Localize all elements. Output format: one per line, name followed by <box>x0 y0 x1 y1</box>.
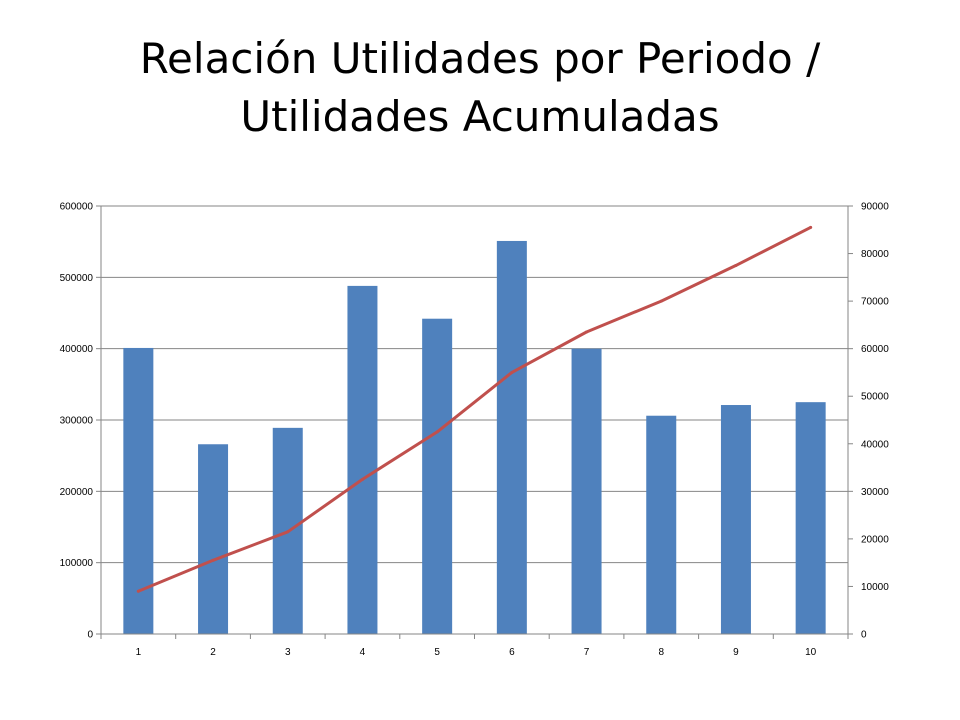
y-right-tick-label: 10000 <box>861 582 889 593</box>
y-right-tick-label: 0 <box>861 630 867 641</box>
line-point <box>734 263 738 267</box>
axes <box>96 205 853 639</box>
bar <box>198 444 229 634</box>
line-point <box>360 477 364 481</box>
line-point <box>585 330 589 334</box>
tick-labels: 0 100000 200000 300000 400000 500000 600000 0 10… <box>60 202 890 659</box>
bar <box>347 285 378 634</box>
bar <box>646 415 677 634</box>
x-tick-label: 1 <box>136 647 142 658</box>
line-point <box>809 225 813 229</box>
y-left-tick-label: 300000 <box>60 416 94 427</box>
chart-title: Relación Utilidades por Periodo / Utilid… <box>0 30 960 146</box>
chart-title-line-1: Relación Utilidades por Periodo / <box>139 34 821 83</box>
x-tick-label: 10 <box>805 647 817 658</box>
y-right-tick-label: 40000 <box>861 439 889 450</box>
x-tick-label: 8 <box>658 647 664 658</box>
bar <box>571 348 602 634</box>
line-point <box>510 370 514 374</box>
y-right-tick-label: 60000 <box>861 344 889 355</box>
y-right-tick-label: 70000 <box>861 297 889 308</box>
y-left-tick-label: 100000 <box>60 558 94 569</box>
y-left-tick-label: 500000 <box>60 273 94 284</box>
bar-series <box>123 240 826 634</box>
y-left-tick-label: 200000 <box>60 487 94 498</box>
x-tick-label: 2 <box>210 647 216 658</box>
y-right-tick-label: 90000 <box>861 202 889 213</box>
x-tick-label: 4 <box>360 647 366 658</box>
y-right-tick-label: 30000 <box>861 487 889 498</box>
line-point <box>435 430 439 434</box>
line-point <box>286 530 290 534</box>
line-point <box>659 299 663 303</box>
line-series <box>136 225 813 593</box>
bar <box>496 240 527 634</box>
x-tick-label: 3 <box>285 647 291 658</box>
y-right-tick-label: 80000 <box>861 249 889 260</box>
line-point <box>136 589 140 593</box>
chart-title-line-2: Utilidades Acumuladas <box>240 92 720 141</box>
y-right-tick-label: 20000 <box>861 534 889 545</box>
x-tick-label: 9 <box>733 647 739 658</box>
bar <box>422 318 453 634</box>
y-right-tick-label: 50000 <box>861 392 889 403</box>
y-left-tick-label: 600000 <box>60 202 94 213</box>
y-left-tick-label: 0 <box>87 630 93 641</box>
bar <box>720 405 751 634</box>
y-left-tick-label: 400000 <box>60 344 94 355</box>
x-tick-label: 5 <box>434 647 440 658</box>
bar <box>795 402 826 634</box>
x-tick-label: 7 <box>584 647 590 658</box>
x-tick-label: 6 <box>509 647 515 658</box>
line-point <box>211 558 215 562</box>
line-series-path <box>136 225 813 593</box>
